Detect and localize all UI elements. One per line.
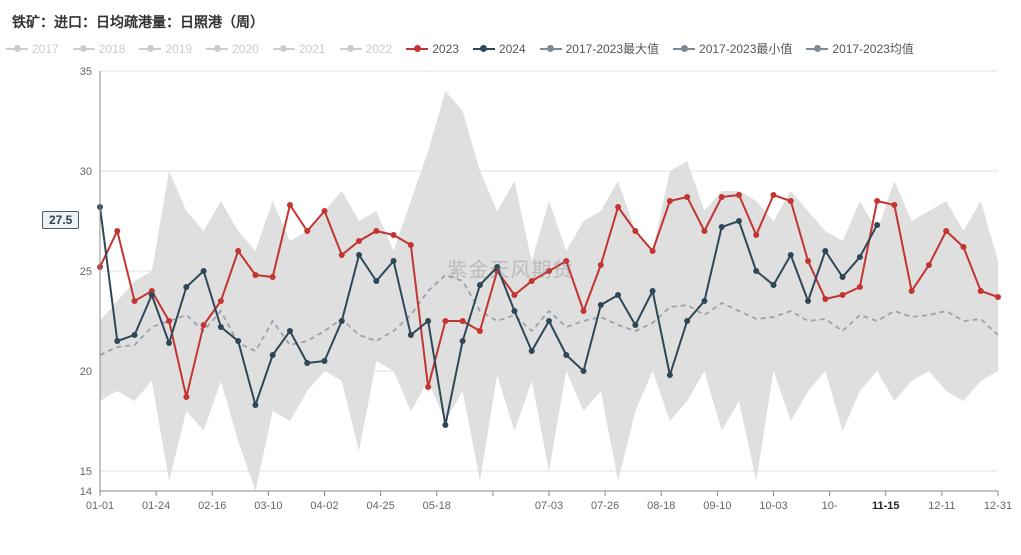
legend-item-2018[interactable]: 2018 (73, 42, 126, 56)
svg-text:03-10: 03-10 (254, 500, 282, 512)
legend-swatch (6, 43, 28, 55)
legend-item-2017-2023最大值[interactable]: 2017-2023最大值 (540, 40, 659, 57)
legend-swatch (406, 43, 428, 55)
legend-label: 2017-2023均值 (832, 40, 913, 57)
y-axis-value-badge: 27.5 (42, 211, 79, 229)
legend-label: 2018 (99, 42, 126, 56)
svg-text:30: 30 (80, 166, 92, 178)
legend-label: 2020 (232, 42, 259, 56)
legend-label: 2021 (299, 42, 326, 56)
legend-label: 2017 (32, 42, 59, 56)
svg-text:12-31: 12-31 (984, 500, 1012, 512)
svg-text:35: 35 (80, 66, 92, 78)
legend-swatch (340, 43, 362, 55)
legend-item-2024[interactable]: 2024 (473, 42, 526, 56)
legend: 2017 2018 2019 2020 2021 2022 2023 2024 2017-202… (0, 40, 1021, 61)
legend-item-2023[interactable]: 2023 (406, 42, 459, 56)
legend-label: 2017-2023最大值 (566, 40, 659, 57)
svg-text:04-02: 04-02 (310, 500, 338, 512)
legend-swatch (473, 43, 495, 55)
svg-text:14: 14 (80, 486, 92, 498)
svg-text:05-18: 05-18 (423, 500, 451, 512)
svg-text:15: 15 (80, 466, 92, 478)
legend-swatch (73, 43, 95, 55)
legend-swatch (206, 43, 228, 55)
legend-swatch (139, 43, 161, 55)
legend-item-2021[interactable]: 2021 (273, 42, 326, 56)
chart-area: 14 15 20 25 30 35 01-01 01-24 02-16 03-10 04-02 04-… (0, 61, 1021, 531)
legend-item-2019[interactable]: 2019 (139, 42, 192, 56)
svg-text:07-26: 07-26 (591, 500, 619, 512)
svg-text:10-: 10- (822, 500, 838, 512)
legend-item-2017[interactable]: 2017 (6, 42, 59, 56)
chart-title: 铁矿：进口：日均疏港量：日照港（周） (0, 0, 1021, 40)
svg-text:04-25: 04-25 (367, 500, 395, 512)
legend-swatch (673, 43, 695, 55)
svg-text:08-18: 08-18 (647, 500, 675, 512)
svg-text:11-15: 11-15 (872, 500, 900, 512)
legend-swatch (806, 43, 828, 55)
svg-text:01-24: 01-24 (142, 500, 170, 512)
svg-text:20: 20 (80, 366, 92, 378)
legend-item-2017-2023最小值[interactable]: 2017-2023最小值 (673, 40, 792, 57)
legend-label: 2022 (366, 42, 393, 56)
legend-label: 2023 (432, 42, 459, 56)
svg-text:02-16: 02-16 (198, 500, 226, 512)
svg-text:07-03: 07-03 (535, 500, 563, 512)
legend-swatch (273, 43, 295, 55)
legend-swatch (540, 43, 562, 55)
legend-label: 2019 (165, 42, 192, 56)
legend-item-2020[interactable]: 2020 (206, 42, 259, 56)
svg-text:25: 25 (80, 266, 92, 278)
legend-label: 2017-2023最小值 (699, 40, 792, 57)
svg-text:12-11: 12-11 (928, 500, 955, 512)
legend-item-2022[interactable]: 2022 (340, 42, 393, 56)
svg-text:01-01: 01-01 (86, 500, 114, 512)
legend-label: 2024 (499, 42, 526, 56)
svg-text:10-03: 10-03 (759, 500, 787, 512)
svg-text:09-10: 09-10 (703, 500, 731, 512)
line-chart: 14 15 20 25 30 35 01-01 01-24 02-16 03-10 04-02 04-… (0, 61, 1021, 521)
legend-item-2017-2023均值[interactable]: 2017-2023均值 (806, 40, 913, 57)
